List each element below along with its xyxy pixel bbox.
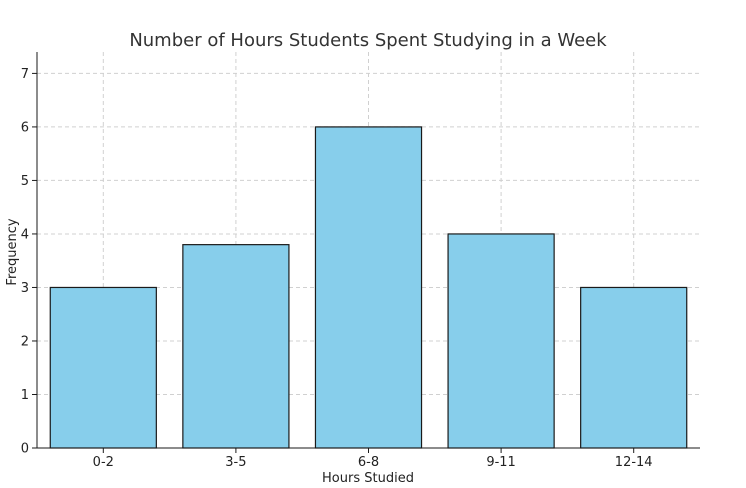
x-tick-label: 9-11 [486,455,516,470]
y-axis-label: Frequency [5,218,20,285]
bars [49,126,688,449]
bar-12-14 [580,286,688,449]
y-tick-label: 1 [21,388,29,403]
y-tick-label: 7 [21,67,29,82]
y-tick-label: 4 [21,227,29,242]
y-ticks: 0 1 2 3 4 5 6 7 [21,67,37,457]
x-tick-label: 3-5 [225,455,246,470]
bar-0-2 [49,286,157,449]
x-axis-label: Hours Studied [322,471,414,486]
x-tick-label: 0-2 [93,455,114,470]
x-ticks: 0-2 3-5 6-8 9-11 12-14 [93,448,653,470]
bar-6-8 [314,126,423,449]
bar-9-11 [447,233,555,449]
y-tick-label: 2 [21,334,29,349]
chart-title: Number of Hours Students Spent Studying … [129,30,607,51]
bar-3-5 [182,244,290,449]
y-tick-label: 6 [21,120,29,135]
y-tick-label: 0 [21,442,29,457]
x-tick-label: 12-14 [615,455,653,470]
y-tick-label: 3 [21,281,29,296]
x-tick-label: 6-8 [358,455,379,470]
y-tick-label: 5 [21,174,29,189]
